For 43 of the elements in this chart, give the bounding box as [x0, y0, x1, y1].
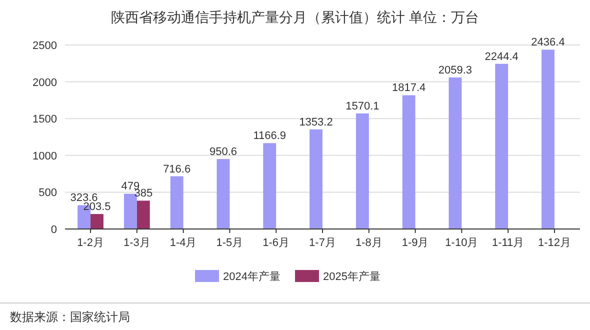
data-label: 1570.1 — [346, 100, 380, 112]
data-label: 950.6 — [209, 146, 237, 158]
x-tick-label: 1-4月 — [170, 237, 197, 249]
bar — [216, 159, 230, 229]
data-label: 2059.3 — [438, 64, 472, 76]
data-label: 385 — [134, 188, 153, 200]
y-tick-label: 1000 — [32, 150, 57, 162]
bar — [263, 143, 276, 229]
bar — [495, 64, 508, 229]
data-label: 1166.9 — [253, 130, 286, 142]
bar — [542, 50, 554, 229]
bar — [90, 214, 104, 229]
bar — [356, 113, 369, 229]
x-tick-label: 1-8月 — [355, 237, 382, 249]
legend-label: 2025年产量 — [323, 270, 380, 283]
bar — [310, 129, 322, 229]
data-label: 2244.4 — [484, 50, 518, 63]
x-tick-label: 1-11月 — [492, 237, 524, 249]
x-tick-label: 1-2月 — [77, 237, 104, 249]
x-tick-label: 1-3月 — [123, 237, 150, 249]
chart-title: 陕西省移动通信手持机产量分月（累计值）统计 单位：万台 — [111, 9, 479, 25]
data-label: 716.6 — [163, 163, 191, 176]
bar — [136, 200, 150, 229]
y-tick-label: 2500 — [32, 40, 57, 52]
bar — [448, 77, 462, 229]
y-tick-label: 1500 — [32, 114, 57, 126]
y-tick-label: 500 — [38, 187, 57, 200]
data-label: 1353.2 — [299, 116, 333, 128]
data-label: 203.5 — [83, 201, 111, 214]
x-tick-label: 1-12月 — [538, 237, 571, 249]
data-label: 1817.4 — [392, 82, 426, 94]
x-tick-label: 1-6月 — [262, 237, 290, 249]
x-tick-label: 1-5月 — [216, 237, 244, 249]
y-tick-label: 0 — [50, 224, 57, 236]
x-tick-label: 1-7月 — [309, 237, 336, 249]
x-tick-label: 1-9月 — [402, 237, 429, 249]
source-note: 数据来源：国家统计局 — [10, 310, 130, 324]
data-label: 2436.4 — [531, 36, 565, 49]
bar — [170, 176, 184, 229]
y-tick-label: 2000 — [32, 76, 57, 89]
x-tick-label: 1-10月 — [445, 237, 478, 249]
bar — [402, 95, 416, 229]
legend-label: 2024年产量 — [223, 270, 280, 283]
